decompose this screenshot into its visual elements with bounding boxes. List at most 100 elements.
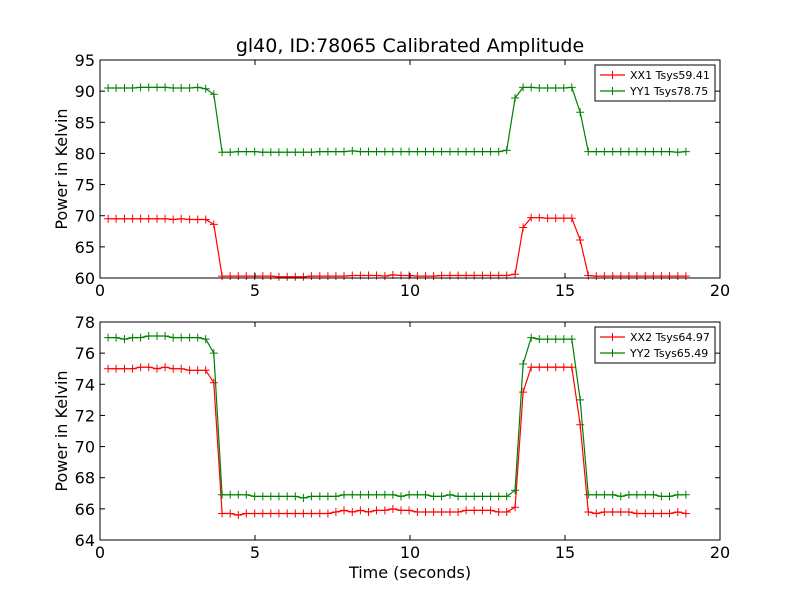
plot2-series-1-point: [185, 366, 194, 375]
plot1-series-1-point: [543, 214, 552, 223]
plot2-series-2-point: [502, 492, 511, 501]
plot1-y-tick-label: 90: [75, 82, 95, 101]
plot1-series-2-point: [299, 148, 308, 157]
plot2-series-2-point: [567, 335, 576, 344]
plot2-series-1-point: [136, 363, 145, 372]
plot2-series-1-point: [193, 366, 202, 375]
plot1-series-1-point: [592, 272, 601, 281]
plot2-series-2-point: [315, 492, 324, 501]
plots-layer: 0 5 10 15 20 60 65 70 75 80 85 90 95 Power in Kelvin X…: [52, 51, 730, 562]
plot2-y-tick-label: 76: [75, 344, 95, 363]
plot1-series-2-point: [315, 147, 324, 156]
plot2-x-tick-label: 5: [250, 543, 260, 562]
plot2-series-1-point: [356, 506, 365, 515]
plot2-series-1-point: [421, 508, 430, 516]
plot2-x-tick-label: 10: [400, 543, 420, 562]
plot1-series-1-point: [226, 272, 235, 281]
plot1-series-2-point: [104, 84, 113, 92]
plot2-series-1-point: [250, 509, 259, 518]
plot2-legend-label: XX2 Tsys64.97: [630, 331, 710, 344]
plot1-series-1-point: [429, 272, 438, 281]
plot2-series-1-point: [201, 366, 210, 375]
plot1-series-2-point: [274, 148, 283, 157]
plot2-series-1-point: [177, 364, 186, 373]
plot2-series-1-point: [624, 508, 633, 516]
plot1-series-1-point: [201, 215, 210, 224]
plot2-series-1-point: [266, 509, 275, 518]
plot2-legend-marker: [608, 349, 617, 357]
plot1-series-1-point: [527, 213, 536, 222]
plot1-series-1-point: [266, 272, 275, 281]
plot2-series-1-point: [234, 511, 243, 520]
plot2-series-2-point: [519, 360, 528, 368]
plot1-series-1-point: [616, 272, 625, 281]
plot2-series-1-point: [665, 509, 674, 518]
plot1-series-1-point: [153, 214, 161, 223]
plot2-series-2-point: [632, 490, 641, 499]
plot1-series-2-point: [486, 147, 495, 156]
plot2-series-1-point: [543, 363, 552, 372]
plot2-series-2-point: [470, 492, 479, 501]
plot1-series-2-point: [632, 147, 641, 156]
plot2-series-1-point: [511, 503, 520, 512]
plot2-x-tick-label: 15: [555, 543, 575, 562]
plot2-series-2-point: [242, 490, 251, 499]
plot2-series-1-point: [405, 506, 414, 515]
plot1-y-tick-label: 75: [75, 176, 95, 195]
plot2-series-1-point: [307, 509, 316, 518]
plot1-series-2-point: [502, 146, 511, 155]
plot1-series-2-point: [576, 108, 585, 117]
plot2-series-2-point: [323, 492, 332, 501]
plot1-series-2-point: [397, 147, 405, 156]
plot2-series-1-point: [274, 509, 283, 518]
plot2-series-2-point: [120, 335, 129, 344]
plot2-series-1-point: [218, 509, 227, 518]
plot2-series-1-point: [323, 509, 332, 518]
plot2-series-1-point: [478, 506, 487, 515]
plot2-series-1-point: [657, 509, 666, 518]
plot2-series-2-point: [161, 332, 170, 340]
plot1-series-2-point: [429, 147, 438, 156]
plot1-series-2-point: [624, 147, 633, 156]
plot2-series-1-point: [258, 509, 267, 518]
plot1-series-2-point: [446, 147, 454, 156]
plot1-series-1-point: [657, 272, 666, 281]
plot1-series-1-point: [649, 272, 658, 281]
plot2-x-tick-label: 0: [95, 543, 105, 562]
plot1-series-2-point: [380, 147, 389, 156]
plot1-series-2-point: [641, 147, 650, 156]
plot1-series-2-point: [454, 147, 463, 156]
plot2-series-2-point: [104, 333, 113, 342]
plot2-series-1-point: [673, 508, 682, 516]
plot2-series-1-point: [527, 363, 536, 372]
plot2-y-tick-label: 72: [75, 406, 95, 425]
plot1-series-1-point: [551, 214, 560, 223]
plot2-series-2-point: [250, 492, 259, 501]
plot2-series-2-point: [543, 335, 552, 344]
plot2-series-2-point: [608, 490, 617, 499]
plot2-series-1-point: [242, 509, 251, 518]
plot2-series-2-point: [551, 335, 560, 344]
plot1-series-1-point: [258, 272, 267, 281]
plot2-series-2-point: [340, 490, 348, 499]
plot1-series-1-point: [315, 272, 324, 281]
plot2-series-2-point: [169, 333, 178, 342]
plot2-series-2-point: [136, 333, 145, 342]
plot2-y-axis-label: Power in Kelvin: [52, 370, 71, 491]
plot2-series-2-point: [356, 490, 365, 499]
plot2-series-2-point: [641, 490, 650, 499]
plot2-series-1-point: [209, 378, 218, 387]
plot2-series-2-point: [209, 349, 218, 358]
plot1-series-2-point: [234, 147, 243, 156]
plot1-series-2-point: [535, 84, 544, 92]
plot1-series-1-point: [380, 272, 389, 281]
plot1-series-2-point: [348, 146, 357, 155]
plot2-series-1-point: [388, 504, 397, 513]
plot2-series-1-point: [315, 509, 324, 518]
plot1-series-2-point: [226, 148, 235, 157]
plot1-series-2-point: [649, 147, 658, 156]
plot2-series-1-point: [600, 508, 609, 516]
plot1-series-2-point: [169, 84, 178, 92]
plot1-x-tick-label: 15: [555, 281, 575, 300]
plot1-legend-box: [594, 64, 716, 102]
